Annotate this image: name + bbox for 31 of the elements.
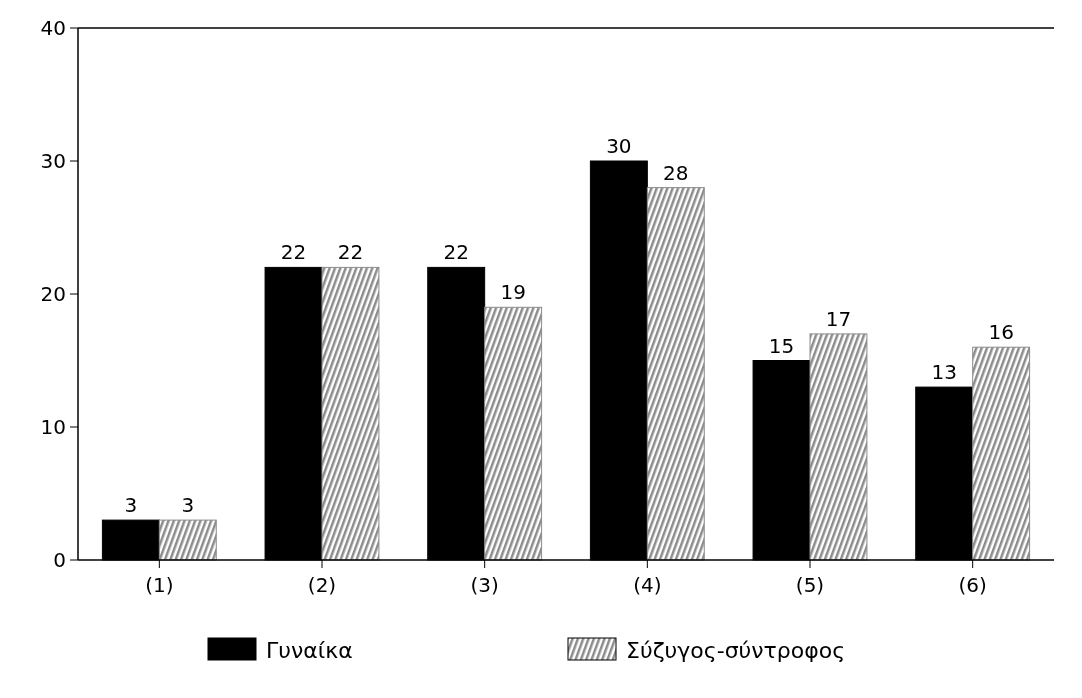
- data-label: 3: [124, 493, 138, 518]
- data-label: 22: [280, 240, 307, 265]
- bar: [809, 333, 868, 561]
- bar: [321, 266, 380, 561]
- data-label: 16: [988, 320, 1014, 345]
- x-tick-label: (2): [307, 573, 337, 597]
- y-tick-label: 40: [40, 16, 66, 40]
- data-label: 17: [825, 306, 852, 331]
- y-tick-label: 30: [40, 149, 66, 173]
- y-tick-label: 0: [53, 548, 66, 572]
- x-tick-label: (5): [795, 573, 825, 597]
- x-tick-label: (1): [145, 573, 174, 597]
- bar: [972, 346, 1031, 561]
- x-tick-label: (4): [633, 573, 662, 597]
- data-label: 28: [663, 160, 689, 185]
- y-tick-label: 10: [40, 415, 66, 439]
- x-tick-label: (6): [958, 573, 987, 597]
- y-tick-label: 20: [40, 282, 66, 306]
- data-label: 3: [181, 493, 195, 518]
- x-tick-label: (3): [470, 573, 499, 597]
- legend-label: Γυναίκα: [266, 637, 353, 663]
- data-label: 30: [606, 134, 632, 158]
- bar: [484, 306, 543, 561]
- data-label: 19: [500, 280, 526, 305]
- data-label: 15: [768, 333, 795, 358]
- data-label: 13: [931, 360, 957, 385]
- data-label: 22: [337, 240, 364, 265]
- data-label: 22: [443, 240, 469, 265]
- legend-label: Σύζυγος-σύντροφος: [626, 637, 846, 663]
- bar: [646, 187, 705, 561]
- bar: [158, 519, 217, 561]
